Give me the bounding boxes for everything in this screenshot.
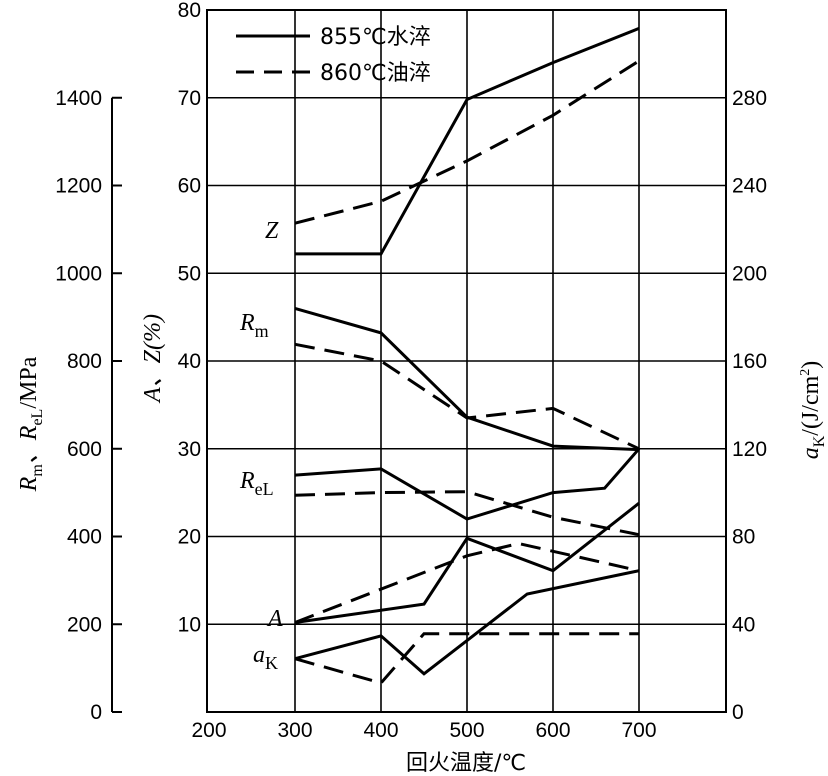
left-tick-label: 1000 — [55, 262, 102, 285]
series-ak-dashed — [294, 632, 639, 685]
x-tick-label: 400 — [363, 719, 398, 742]
x-tick-label: 700 — [621, 719, 656, 742]
left-tick-label: 0 — [90, 701, 102, 724]
right-tick-label: 120 — [732, 438, 767, 461]
left-tick-label: 800 — [67, 350, 102, 373]
legend-label-solid: 855℃水淬 — [320, 25, 431, 50]
series-ak-solid — [294, 569, 640, 676]
series-a-dashed — [294, 541, 640, 624]
grid — [207, 10, 726, 712]
left-axis-title: Rm、ReL/MPa — [16, 356, 46, 492]
right-axis-title-part: ) — [798, 361, 824, 369]
plot-frame — [206, 9, 727, 713]
curve-labels: Z Rm ReL A aK — [239, 218, 283, 673]
middle-tick-label: 30 — [178, 438, 201, 461]
x-tick-label: 300 — [277, 719, 312, 742]
left-tick-label: 200 — [67, 613, 102, 636]
x-tick-label: 500 — [449, 719, 484, 742]
series-rm-dashed — [294, 342, 640, 451]
middle-tick-label: 70 — [178, 87, 201, 110]
x-tick-label: 200 — [191, 719, 226, 742]
middle-tick-label: 50 — [178, 262, 201, 285]
left-axis-title-part: /MPa — [16, 356, 42, 408]
right-axis-title: aK/(J/cm2) — [798, 361, 828, 460]
x-axis-title: 回火温度/℃ — [406, 751, 526, 776]
right-tick-label: 80 — [732, 526, 755, 549]
right-axis-title-sup: 2 — [798, 369, 813, 376]
curve-label-a: A — [266, 606, 283, 632]
right-tick-label: 0 — [732, 701, 744, 724]
left-axis-title-sub: m — [29, 464, 46, 477]
curve-label-z: Z — [265, 218, 279, 244]
left-axis-title-part: R — [16, 476, 42, 492]
curve-label-rel: ReL — [239, 468, 274, 499]
left-axis-title-sub: eL — [29, 409, 46, 426]
right-tick-label: 40 — [732, 613, 755, 636]
right-axis-title-part: /(J/cm — [798, 375, 824, 435]
axes — [111, 9, 727, 713]
middle-tick-label: 10 — [178, 613, 201, 636]
middle-tick-label: 20 — [178, 526, 201, 549]
right-tick-label: 240 — [732, 175, 767, 198]
middle-tick-label: 80 — [178, 0, 201, 22]
series-a-solid — [294, 502, 640, 624]
right-axis-title-sub: K — [811, 435, 828, 447]
left-tick-label: 600 — [67, 438, 102, 461]
middle-tick-label: 40 — [178, 350, 201, 373]
left-tick-label: 1200 — [55, 175, 102, 198]
series-z-dashed — [294, 59, 640, 225]
legend-label-dashed: 860℃油淬 — [320, 61, 431, 86]
x-tick-label: 600 — [535, 719, 570, 742]
legend: 855℃水淬 860℃油淬 — [236, 25, 431, 86]
series-lines — [294, 27, 641, 685]
middle-tick-label: 60 — [178, 175, 201, 198]
tick-labels: 0200400600800100012001400102030405060708… — [55, 0, 767, 742]
right-tick-label: 200 — [732, 262, 767, 285]
curve-label-ak: aK — [253, 642, 278, 673]
left-tick-label: 400 — [67, 526, 102, 549]
right-axis-title-part: a — [798, 447, 824, 459]
left-axis-title-part: 、R — [16, 425, 42, 464]
left-tick-label: 1400 — [55, 87, 102, 110]
series-z-solid — [295, 27, 640, 256]
middle-axis-title: A、Z(%) — [140, 314, 166, 404]
curve-label-rm: Rm — [239, 310, 269, 341]
right-tick-label: 160 — [732, 350, 767, 373]
right-tick-label: 280 — [732, 87, 767, 110]
